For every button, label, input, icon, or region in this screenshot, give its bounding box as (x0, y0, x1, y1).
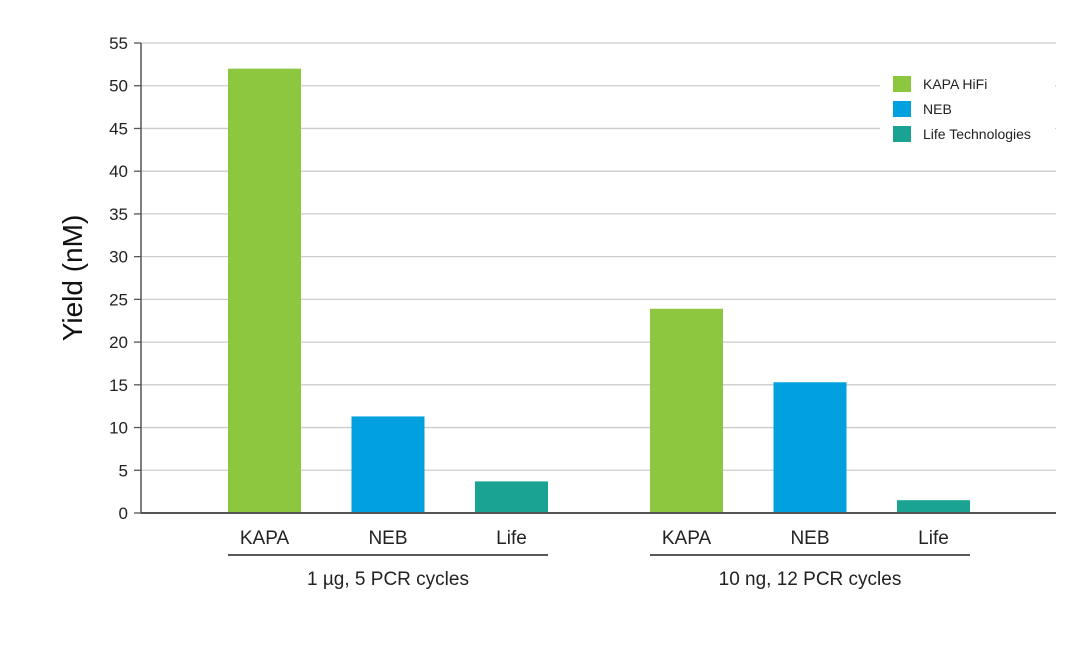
x-category-label: KAPA (662, 528, 712, 549)
bars (228, 68, 970, 514)
legend-label: Life Technologies (923, 126, 1031, 142)
x-category-label: Life (496, 528, 527, 549)
y-tick-label: 0 (119, 504, 128, 523)
bar (773, 382, 847, 513)
y-tick-label: 5 (119, 461, 128, 480)
y-tick-label: 50 (109, 77, 128, 96)
y-tick-label: 45 (109, 119, 128, 138)
y-tick-label: 35 (109, 205, 128, 224)
x-category-label: NEB (790, 528, 829, 549)
x-category-label: KAPA (240, 528, 290, 549)
x-category-label: Life (918, 528, 949, 549)
legend-swatch (893, 76, 911, 92)
y-tick-label: 10 (109, 419, 128, 438)
x-category-label: NEB (368, 528, 407, 549)
group-labels: 1 µg, 5 PCR cycles 10 ng, 12 PCR cycles (228, 554, 970, 590)
y-tick-label: 20 (109, 333, 128, 352)
legend-swatch (893, 126, 911, 142)
legend-swatch (893, 101, 911, 117)
y-tick-labels: 0 5 10 15 20 25 30 35 40 45 50 55 (109, 34, 128, 523)
y-tick-label: 55 (109, 34, 128, 53)
legend-label: NEB (923, 101, 952, 117)
bar (228, 68, 301, 514)
bar (475, 481, 548, 513)
group-label: 10 ng, 12 PCR cycles (719, 569, 902, 590)
bar (351, 416, 425, 513)
legend-label: KAPA HiFi (923, 76, 987, 92)
bar (650, 308, 723, 513)
y-tick-label: 30 (109, 248, 128, 267)
bar (897, 500, 970, 513)
x-category-labels: KAPA NEB Life KAPA NEB Life (240, 528, 949, 549)
y-axis-title: Yield (nM) (57, 215, 88, 342)
y-tick-label: 40 (109, 162, 128, 181)
y-tick-label: 15 (109, 376, 128, 395)
y-tick-label: 25 (109, 290, 128, 309)
legend: KAPA HiFi NEB Life Technologies (880, 66, 1055, 154)
axes (140, 43, 1056, 514)
group-label: 1 µg, 5 PCR cycles (307, 569, 469, 590)
